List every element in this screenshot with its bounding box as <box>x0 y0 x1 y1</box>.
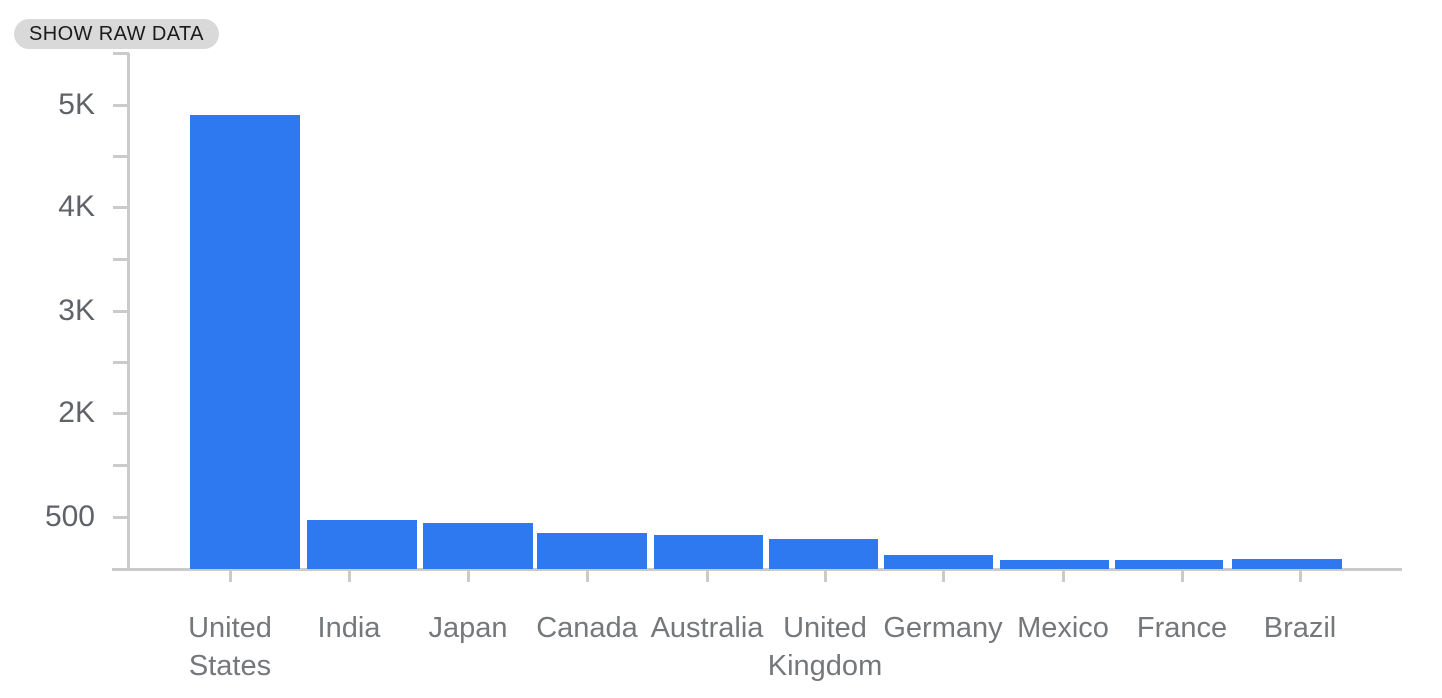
x-axis-tick <box>1299 571 1302 582</box>
bar[interactable] <box>423 523 533 569</box>
y-axis-tick <box>113 258 129 261</box>
bar[interactable] <box>1232 559 1342 569</box>
y-axis-tick <box>113 104 129 107</box>
y-axis-tick <box>113 412 129 415</box>
y-axis-tick <box>113 516 129 519</box>
y-axis-tick <box>113 206 129 209</box>
x-axis-tick <box>586 571 589 582</box>
x-axis-line <box>112 568 1402 571</box>
x-axis-tick <box>824 571 827 582</box>
x-axis-category-label: France <box>1136 612 1228 644</box>
bar[interactable] <box>654 535 763 569</box>
x-axis-category-label: Australia <box>650 612 764 644</box>
x-axis-category-label: Brazil <box>1263 612 1337 644</box>
bar[interactable] <box>1115 560 1223 569</box>
x-axis-category-label: Mexico <box>1017 612 1109 644</box>
x-axis-tick <box>467 571 470 582</box>
show-raw-data-button[interactable]: SHOW RAW DATA <box>14 19 219 49</box>
y-axis-tick-label: 2K <box>58 396 95 429</box>
y-axis-tick-label: 5K <box>58 88 95 121</box>
bar[interactable] <box>884 555 993 569</box>
x-axis-category-label: India <box>317 612 381 644</box>
x-axis-category-label: Japan <box>428 612 508 644</box>
x-axis-category-label: Canada <box>536 612 638 644</box>
y-axis-tick <box>113 361 129 364</box>
x-axis-category-label: Germany <box>883 612 1003 644</box>
y-axis-tick <box>113 52 129 55</box>
x-axis-tick <box>1062 571 1065 582</box>
x-axis-category-label: United Kingdom <box>767 612 883 682</box>
x-axis-tick <box>229 571 232 582</box>
y-axis-tick-label: 4K <box>58 190 95 223</box>
x-axis-tick <box>706 571 709 582</box>
x-axis-category-label: United States <box>188 612 272 682</box>
x-axis-tick <box>348 571 351 582</box>
y-axis-tick-label: 500 <box>44 500 95 533</box>
bar[interactable] <box>1000 560 1109 569</box>
x-axis-tick <box>1181 571 1184 582</box>
bar[interactable] <box>537 533 647 569</box>
bar[interactable] <box>307 520 417 569</box>
bar[interactable] <box>190 115 300 569</box>
y-axis-tick <box>113 310 129 313</box>
y-axis-tick-label: 3K <box>58 294 95 327</box>
x-axis-tick <box>942 571 945 582</box>
bar[interactable] <box>769 539 878 569</box>
y-axis-tick <box>113 464 129 467</box>
y-axis-tick <box>113 155 129 158</box>
